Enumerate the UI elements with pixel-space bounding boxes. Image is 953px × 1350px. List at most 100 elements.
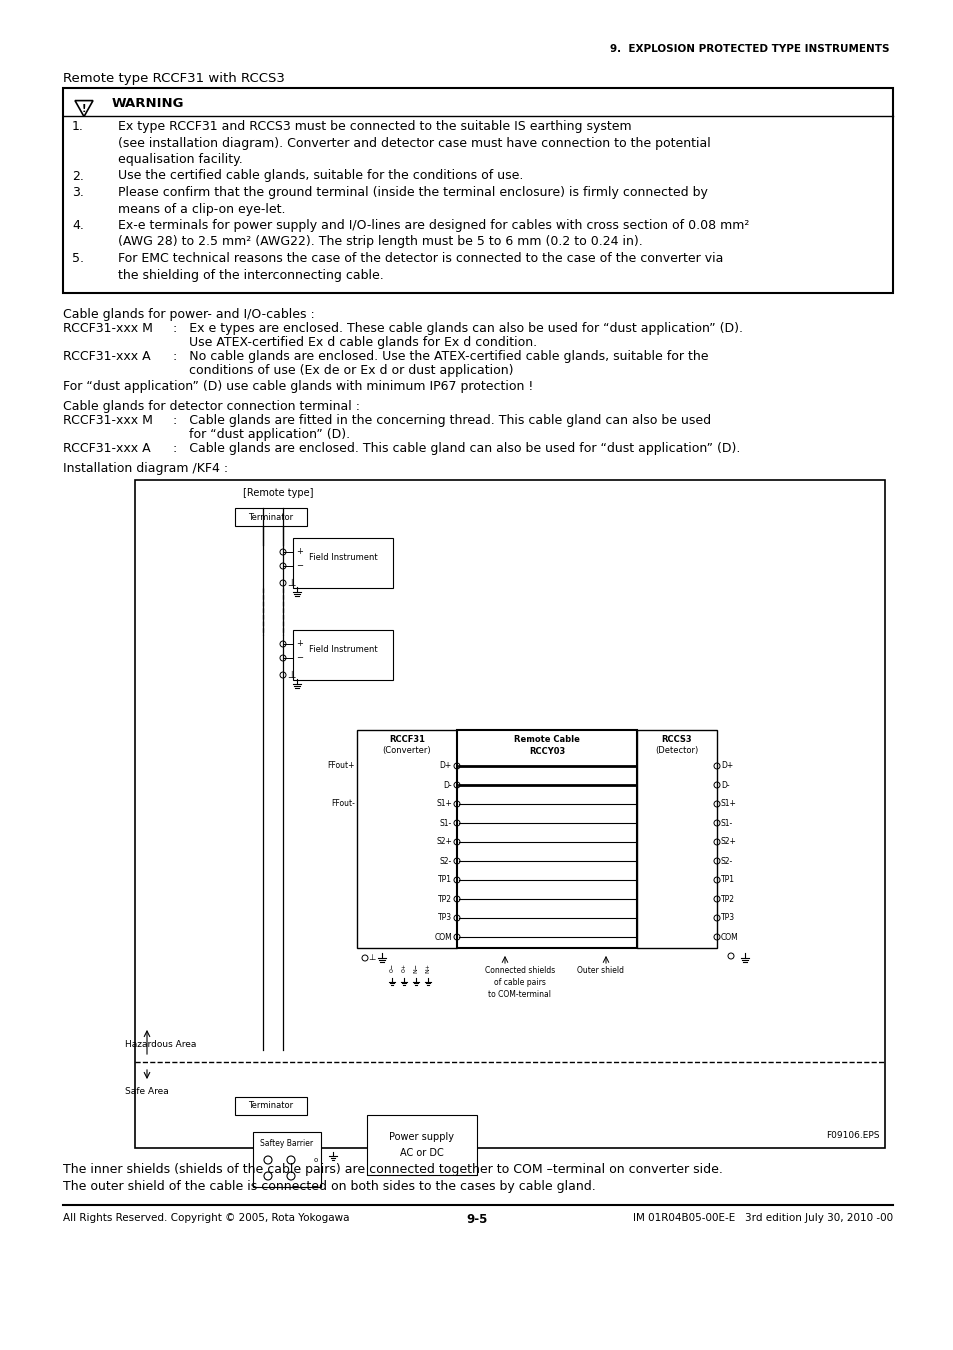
Text: TP3: TP3 [720, 914, 735, 922]
Text: Ex type RCCF31 and RCCS3 must be connected to the suitable IS earthing system: Ex type RCCF31 and RCCS3 must be connect… [118, 120, 631, 134]
Text: D+: D+ [720, 761, 733, 771]
Text: All Rights Reserved. Copyright © 2005, Rota Yokogawa: All Rights Reserved. Copyright © 2005, R… [63, 1214, 349, 1223]
Text: equalisation facility.: equalisation facility. [118, 153, 242, 166]
Text: RCCS3: RCCS3 [661, 736, 692, 744]
Text: (Detector): (Detector) [655, 747, 698, 756]
Text: S2+: S2+ [436, 837, 452, 846]
Text: 3.: 3. [71, 186, 84, 198]
Text: Field Instrument: Field Instrument [309, 554, 377, 563]
Text: 0+: 0+ [401, 963, 406, 972]
Text: S2+: S2+ [720, 837, 736, 846]
Text: Use ATEX-certified Ex d cable glands for Ex d condition.: Use ATEX-certified Ex d cable glands for… [172, 336, 537, 350]
Text: RCCF31-xxx A: RCCF31-xxx A [63, 441, 151, 455]
Text: 1.: 1. [71, 120, 84, 134]
Text: :   Cable glands are enclosed. This cable gland can also be used for “dust appli: : Cable glands are enclosed. This cable … [172, 441, 740, 455]
Text: S1+: S1+ [720, 799, 736, 809]
Text: (AWG 28) to 2.5 mm² (AWG22). The strip length must be 5 to 6 mm (0.2 to 0.24 in): (AWG 28) to 2.5 mm² (AWG22). The strip l… [118, 235, 642, 248]
Text: The outer shield of the cable is connected on both sides to the cases by cable g: The outer shield of the cable is connect… [63, 1180, 595, 1193]
Text: RCCF31-xxx M: RCCF31-xxx M [63, 323, 152, 335]
Text: D-: D- [443, 780, 452, 790]
Text: 4.: 4. [71, 219, 84, 232]
Text: COM: COM [720, 933, 738, 941]
Text: 0−: 0− [389, 963, 395, 972]
Text: Outer shield: Outer shield [577, 967, 624, 975]
Text: S2-: S2- [439, 856, 452, 865]
Text: ⊥: ⊥ [287, 670, 295, 680]
Text: FFout-: FFout- [331, 799, 355, 809]
Text: FFout+: FFout+ [327, 761, 355, 771]
Text: S2-: S2- [720, 856, 733, 865]
Text: For EMC technical reasons the case of the detector is connected to the case of t: For EMC technical reasons the case of th… [118, 252, 722, 265]
Text: Saftey Barrier: Saftey Barrier [260, 1139, 314, 1149]
Text: [Remote type]: [Remote type] [243, 487, 314, 498]
Text: N−: N− [413, 963, 418, 973]
Text: D+: D+ [439, 761, 452, 771]
Text: +: + [295, 548, 302, 556]
Text: TP2: TP2 [437, 895, 452, 903]
Bar [293, 630, 393, 680]
Text: Remote type RCCF31 with RCCS3: Remote type RCCF31 with RCCS3 [63, 72, 285, 85]
Text: N+: N+ [425, 963, 430, 973]
Text: RCCY03: RCCY03 [528, 747, 564, 756]
Text: conditions of use (Ex de or Ex d or dust application): conditions of use (Ex de or Ex d or dust… [172, 364, 513, 377]
Text: Cable glands for detector connection terminal :: Cable glands for detector connection ter… [63, 400, 359, 413]
Bar [234, 1098, 307, 1115]
Text: TP2: TP2 [720, 895, 734, 903]
Bar [293, 539, 393, 589]
Text: 5.: 5. [71, 252, 84, 265]
Bar [356, 730, 456, 948]
Text: for “dust application” (D).: for “dust application” (D). [172, 428, 350, 441]
Text: TP1: TP1 [720, 876, 734, 884]
Text: TP3: TP3 [437, 914, 452, 922]
Text: ⊥: ⊥ [287, 578, 295, 589]
Text: Safe Area: Safe Area [125, 1087, 169, 1096]
Text: 9.  EXPLOSION PROTECTED TYPE INSTRUMENTS: 9. EXPLOSION PROTECTED TYPE INSTRUMENTS [610, 45, 889, 54]
Text: COM: COM [434, 933, 452, 941]
Text: Hazardous Area: Hazardous Area [125, 1040, 196, 1049]
Text: RCCF31-xxx A: RCCF31-xxx A [63, 350, 151, 363]
Text: +: + [295, 640, 302, 648]
Text: RCCF31-xxx M: RCCF31-xxx M [63, 414, 152, 427]
Text: :   Ex e types are enclosed. These cable glands can also be used for “dust appli: : Ex e types are enclosed. These cable g… [172, 323, 742, 335]
Text: Terminator: Terminator [248, 1102, 294, 1111]
Text: (see installation diagram). Converter and detector case must have connection to : (see installation diagram). Converter an… [118, 136, 710, 150]
Text: 2.: 2. [71, 170, 84, 182]
Bar [367, 1115, 476, 1174]
Text: AC or DC: AC or DC [399, 1148, 443, 1158]
Text: 9-5: 9-5 [466, 1214, 487, 1226]
Text: D-: D- [720, 780, 729, 790]
Text: ⊥: ⊥ [368, 953, 375, 963]
Text: :   No cable glands are enclosed. Use the ATEX-certified cable glands, suitable : : No cable glands are enclosed. Use the … [172, 350, 708, 363]
Text: the shielding of the interconnecting cable.: the shielding of the interconnecting cab… [118, 269, 383, 282]
Text: The inner shields (shields of the cable pairs) are connected together to COM –te: The inner shields (shields of the cable … [63, 1162, 722, 1176]
Text: S1-: S1- [439, 818, 452, 828]
Text: F09106.EPS: F09106.EPS [825, 1131, 879, 1139]
Text: −: − [295, 562, 303, 571]
Text: WARNING: WARNING [112, 97, 184, 109]
Text: (Converter): (Converter) [382, 747, 431, 756]
Bar [253, 1133, 320, 1187]
Text: RCCF31: RCCF31 [389, 736, 424, 744]
Text: Use the certified cable glands, suitable for the conditions of use.: Use the certified cable glands, suitable… [118, 170, 523, 182]
Bar [456, 730, 637, 948]
Text: Field Instrument: Field Instrument [309, 645, 377, 655]
Text: For “dust application” (D) use cable glands with minimum IP67 protection !: For “dust application” (D) use cable gla… [63, 379, 533, 393]
Text: Terminator: Terminator [248, 513, 294, 521]
Text: TP1: TP1 [437, 876, 452, 884]
Text: Ex-e terminals for power supply and I/O-lines are designed for cables with cross: Ex-e terminals for power supply and I/O-… [118, 219, 749, 232]
Text: Power supply: Power supply [389, 1133, 454, 1142]
Text: IM 01R04B05-00E-E   3rd edition July 30, 2010 -00: IM 01R04B05-00E-E 3rd edition July 30, 2… [632, 1214, 892, 1223]
Text: −: − [295, 653, 303, 663]
Bar [63, 88, 892, 293]
Text: Remote Cable: Remote Cable [514, 736, 579, 744]
Text: !: ! [82, 104, 86, 113]
Text: Cable glands for power- and I/O-cables :: Cable glands for power- and I/O-cables : [63, 308, 314, 321]
Text: S1-: S1- [720, 818, 733, 828]
Text: Connected shields
of cable pairs
to COM-terminal: Connected shields of cable pairs to COM-… [484, 967, 555, 999]
Bar [637, 730, 717, 948]
Text: Installation diagram /KF4 :: Installation diagram /KF4 : [63, 462, 228, 475]
Text: o: o [314, 1157, 317, 1162]
Text: S1+: S1+ [436, 799, 452, 809]
Bar [135, 481, 884, 1148]
Text: Please confirm that the ground terminal (inside the terminal enclosure) is firml: Please confirm that the ground terminal … [118, 186, 707, 198]
